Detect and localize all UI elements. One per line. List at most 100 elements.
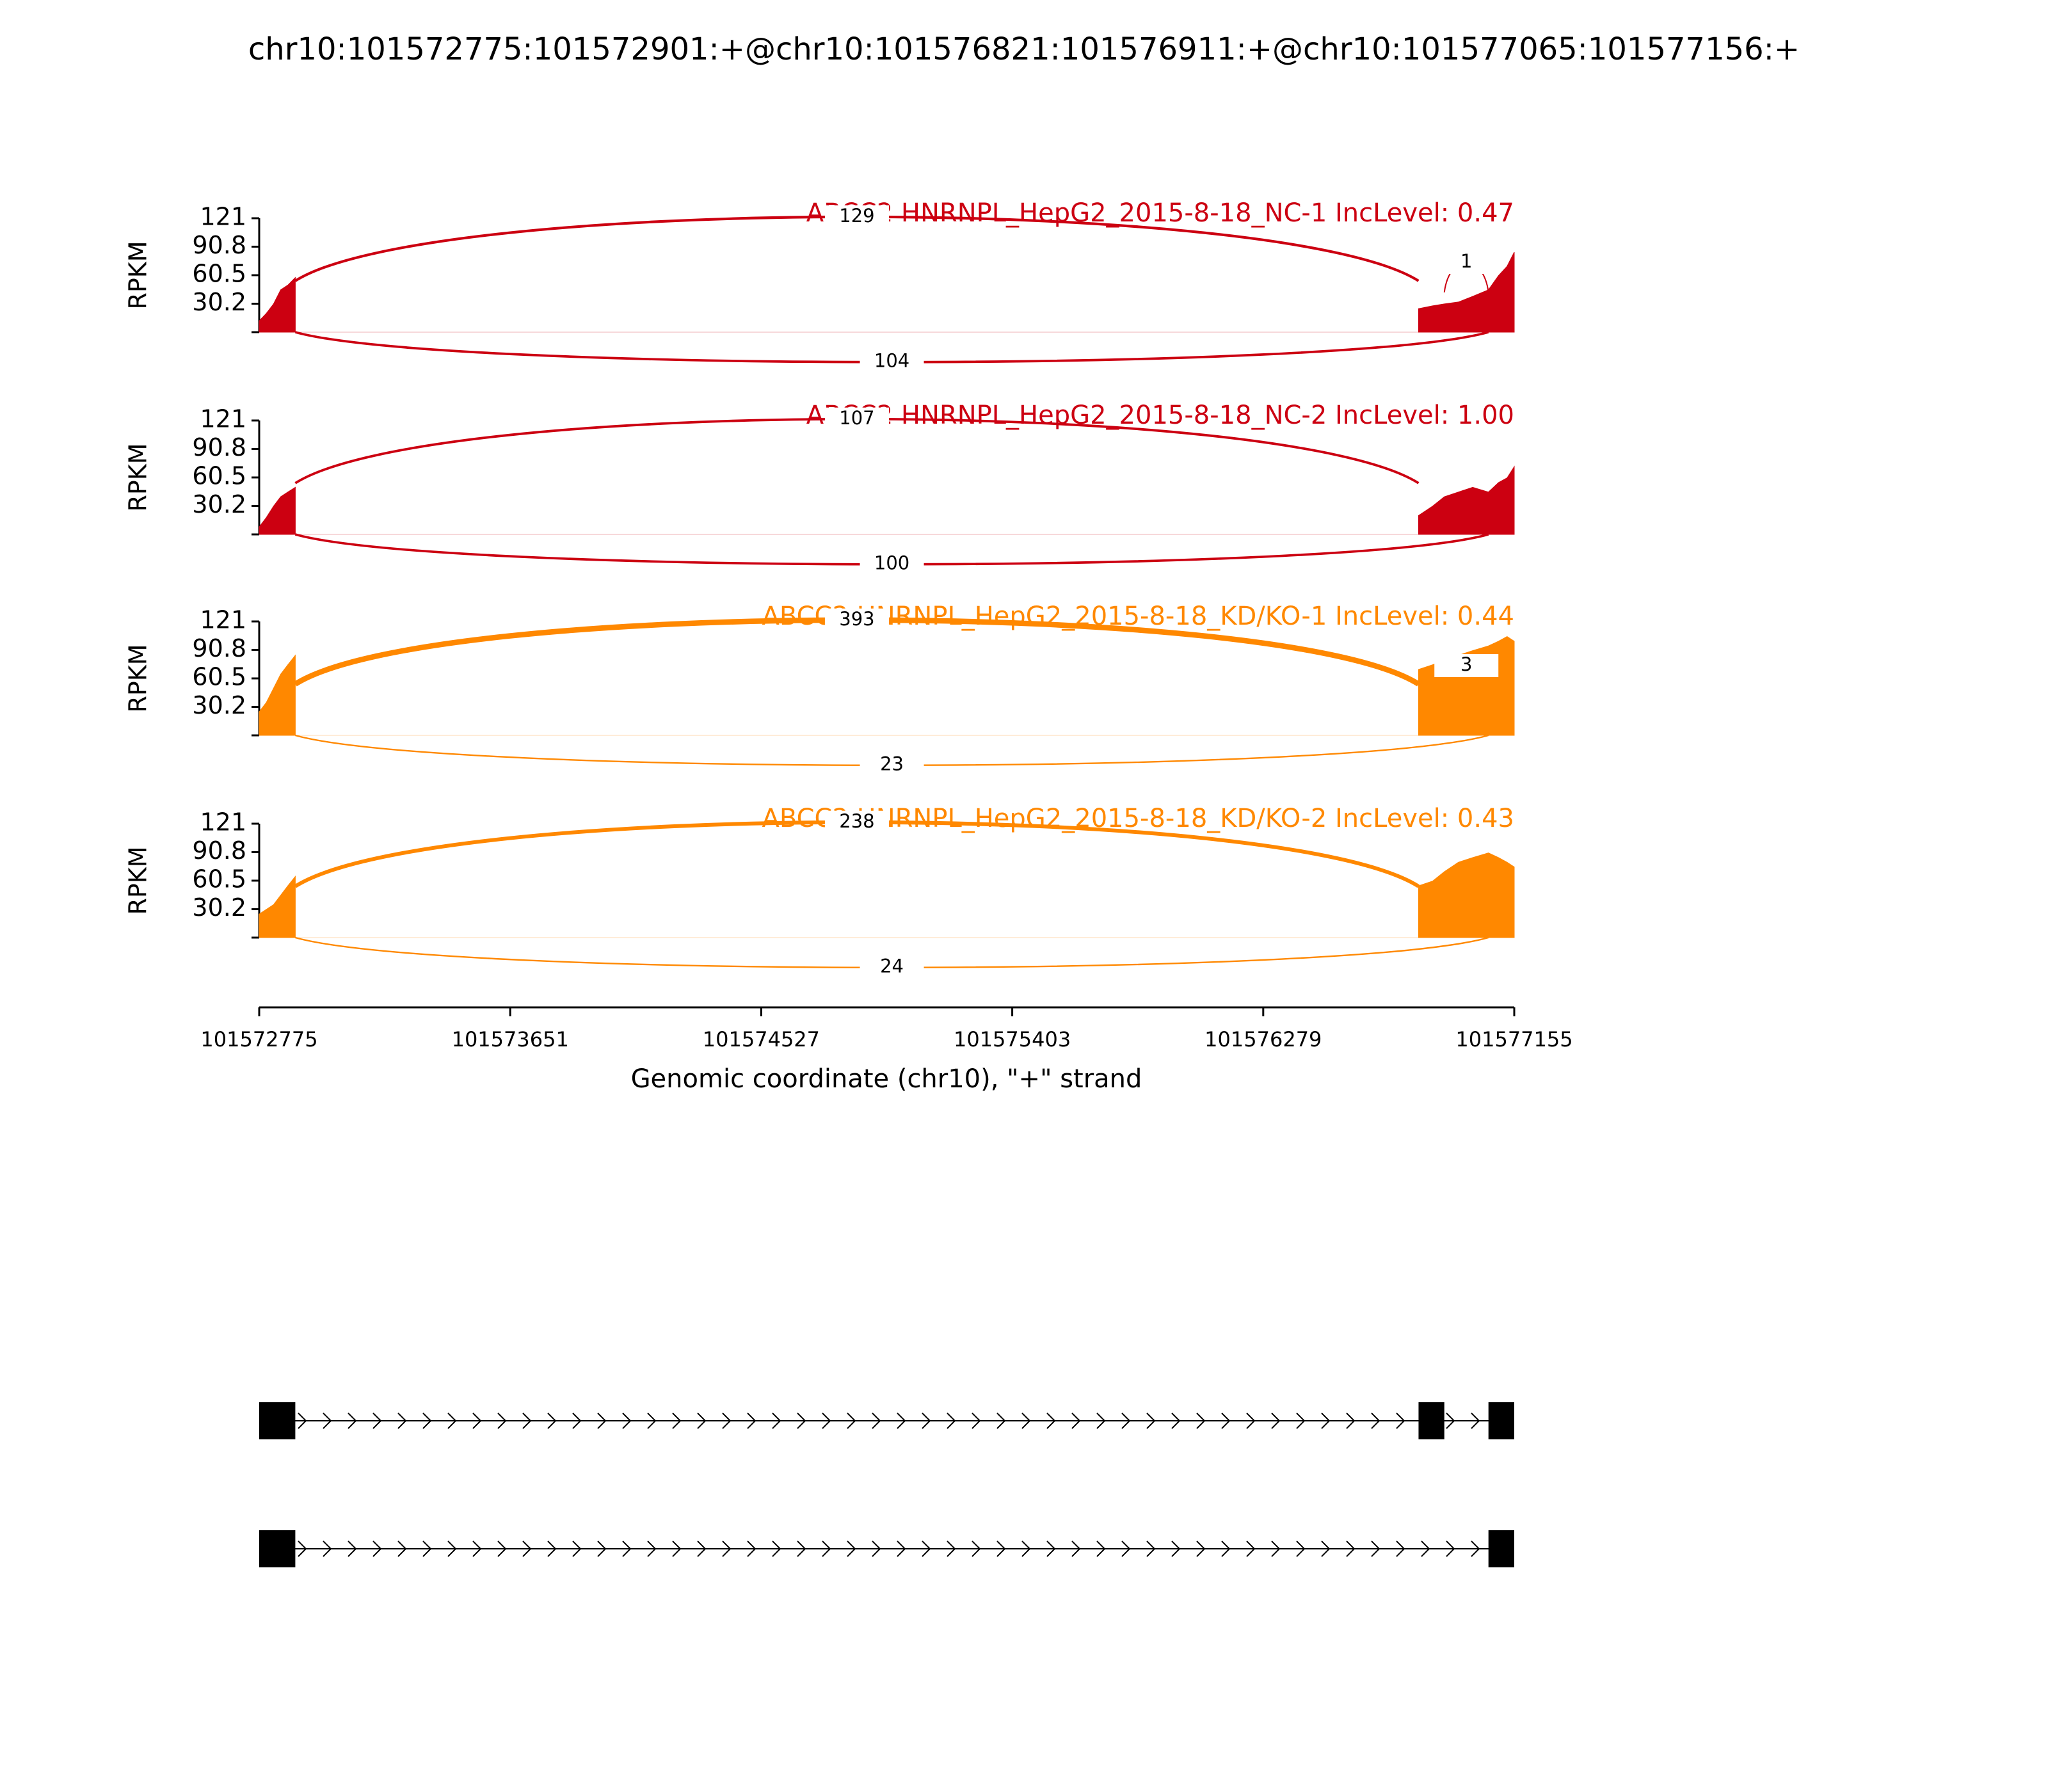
strand-arrow — [1346, 1412, 1356, 1429]
junction-count: 23 — [880, 753, 904, 775]
strand-arrow — [547, 1412, 557, 1429]
strand-arrow — [697, 1540, 707, 1557]
strand-arrow — [572, 1540, 582, 1557]
y-axis-label: RPKM — [124, 846, 152, 915]
strand-arrow — [872, 1412, 881, 1429]
junction-label-bg — [824, 205, 889, 228]
strand-arrow — [372, 1412, 382, 1429]
strand-arrow — [372, 1540, 382, 1557]
strand-arrow — [1346, 1540, 1356, 1557]
strand-arrow — [323, 1540, 332, 1557]
strand-arrow — [1046, 1412, 1056, 1429]
strand-arrow — [547, 1540, 557, 1557]
coverage-area — [259, 465, 1515, 535]
strand-arrow — [1196, 1540, 1206, 1557]
strand-arrow — [996, 1540, 1006, 1557]
strand-arrow — [597, 1540, 607, 1557]
strand-arrow — [1271, 1540, 1281, 1557]
junction-count: 107 — [839, 407, 874, 429]
exon — [1488, 1402, 1514, 1439]
y-tick-label: 30.2 — [192, 490, 246, 518]
strand-arrow — [497, 1412, 507, 1429]
coverage-area — [259, 852, 1515, 938]
coverage-area — [259, 252, 1515, 333]
strand-arrow — [323, 1412, 332, 1429]
strand-arrow — [397, 1412, 407, 1429]
junction-count: 24 — [880, 956, 904, 977]
strand-arrow — [822, 1412, 831, 1429]
strand-arrow — [1271, 1412, 1281, 1429]
exon — [1488, 1530, 1514, 1567]
panel-label: ABCC2 HNRNPL_HepG2_2015-8-18_NC-2 IncLev… — [806, 401, 1514, 430]
strand-arrow — [1396, 1540, 1405, 1557]
strand-arrow — [348, 1540, 357, 1557]
strand-arrow — [1121, 1412, 1131, 1429]
strand-arrow — [922, 1412, 931, 1429]
strand-arrow — [1196, 1412, 1206, 1429]
strand-arrow — [1096, 1540, 1106, 1557]
strand-arrow — [872, 1540, 881, 1557]
strand-arrow — [572, 1412, 582, 1429]
panel-label: ABCC2 HNRNPL_HepG2_2015-8-18_NC-1 IncLev… — [806, 198, 1514, 228]
strand-arrow — [1296, 1540, 1306, 1557]
strand-arrow — [522, 1412, 532, 1429]
strand-arrow — [847, 1412, 856, 1429]
strand-arrow — [1446, 1540, 1455, 1557]
strand-arrow — [422, 1412, 432, 1429]
junction-label-bg — [1434, 250, 1499, 274]
strand-arrow — [847, 1540, 856, 1557]
strand-arrow — [447, 1540, 457, 1557]
y-tick-label: 30.2 — [192, 691, 246, 719]
strand-arrow — [1171, 1412, 1181, 1429]
x-tick-label: 101574527 — [703, 1027, 820, 1052]
junction-label-bg — [824, 810, 889, 834]
strand-arrow — [1471, 1540, 1480, 1557]
strand-arrow — [422, 1540, 432, 1557]
y-tick-label: 121 — [200, 606, 246, 634]
strand-arrow — [397, 1540, 407, 1557]
y-tick-label: 60.5 — [192, 462, 246, 490]
y-axis-label: RPKM — [124, 644, 152, 712]
y-tick-label: 121 — [200, 808, 246, 836]
strand-arrow — [722, 1540, 732, 1557]
y-tick-label: 121 — [200, 405, 246, 433]
strand-arrow — [1321, 1540, 1331, 1557]
strand-arrow — [497, 1540, 507, 1557]
strand-arrow — [897, 1540, 906, 1557]
strand-arrow — [348, 1412, 357, 1429]
strand-arrow — [996, 1412, 1006, 1429]
exon — [1418, 1402, 1444, 1439]
strand-arrow — [472, 1540, 482, 1557]
junction-count: 104 — [874, 350, 909, 372]
strand-arrow — [772, 1412, 781, 1429]
strand-arrow — [722, 1412, 732, 1429]
x-tick-label: 101575403 — [954, 1027, 1071, 1052]
strand-arrow — [797, 1540, 806, 1557]
strand-arrow — [922, 1540, 931, 1557]
y-tick-label: 30.2 — [192, 893, 246, 922]
strand-arrow — [972, 1540, 981, 1557]
strand-arrow — [1471, 1412, 1480, 1429]
strand-arrow — [622, 1540, 632, 1557]
strand-arrow — [1371, 1540, 1380, 1557]
x-tick-label: 101573651 — [452, 1027, 569, 1052]
x-axis-label: Genomic coordinate (chr10), "+" strand — [631, 1064, 1142, 1094]
junction-count: 393 — [839, 608, 874, 630]
exon — [259, 1530, 296, 1567]
strand-arrow — [1071, 1412, 1081, 1429]
strand-arrow — [747, 1412, 756, 1429]
junction-label-bg — [1434, 653, 1499, 677]
strand-arrow — [472, 1412, 482, 1429]
strand-arrow — [1221, 1412, 1231, 1429]
strand-arrow — [1446, 1412, 1455, 1429]
strand-arrow — [772, 1540, 781, 1557]
junction-label-bg — [860, 350, 924, 374]
x-tick-label: 101577155 — [1455, 1027, 1572, 1052]
strand-arrow — [672, 1412, 682, 1429]
strand-arrow — [1221, 1540, 1231, 1557]
y-tick-label: 90.8 — [192, 433, 246, 461]
strand-arrow — [1021, 1412, 1031, 1429]
strand-arrow — [1246, 1540, 1256, 1557]
y-axis-label: RPKM — [124, 443, 152, 511]
strand-arrow — [1171, 1540, 1181, 1557]
